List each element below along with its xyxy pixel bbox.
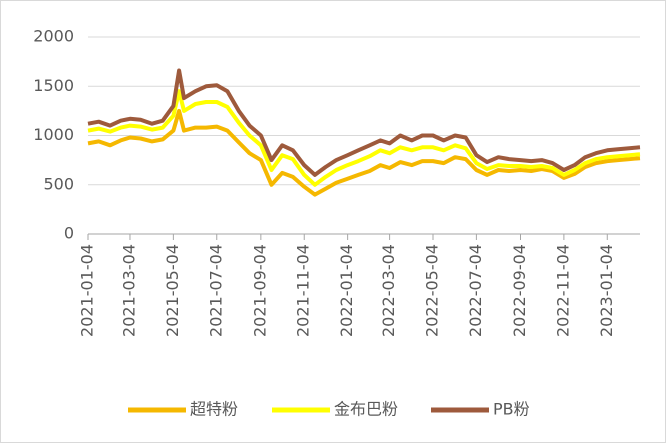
x-tick-label: 2021-07-04 — [206, 244, 225, 337]
y-tick-label: 2000 — [33, 27, 74, 46]
series-line — [87, 89, 641, 187]
series-line — [87, 68, 641, 177]
x-tick-label: 2021-05-04 — [163, 244, 182, 337]
series-line — [87, 108, 641, 197]
x-tick-label: 2021-03-04 — [119, 244, 138, 337]
x-tick-label: 2023-01-04 — [597, 244, 616, 337]
legend-label: PB粉 — [493, 400, 530, 419]
y-tick-label: 0 — [64, 224, 74, 243]
legend-label: 金布巴粉 — [334, 400, 398, 419]
x-tick-label: 2022-01-04 — [337, 244, 356, 337]
y-tick-label: 500 — [43, 174, 74, 193]
x-tick-label: 2021-11-04 — [294, 244, 313, 337]
x-tick-label: 2022-03-04 — [379, 244, 398, 337]
x-tick-label: 2022-09-04 — [510, 244, 529, 337]
y-tick-label: 1000 — [33, 125, 74, 144]
x-tick-label: 2022-11-04 — [553, 244, 572, 337]
legend-label: 超特粉 — [190, 400, 238, 419]
x-tick-label: 2022-05-04 — [423, 244, 442, 337]
x-tick-label: 2021-01-04 — [78, 244, 97, 337]
x-tick-label: 2022-07-04 — [466, 244, 485, 337]
x-tick-label: 2021-09-04 — [250, 244, 269, 337]
y-tick-label: 1500 — [33, 76, 74, 95]
